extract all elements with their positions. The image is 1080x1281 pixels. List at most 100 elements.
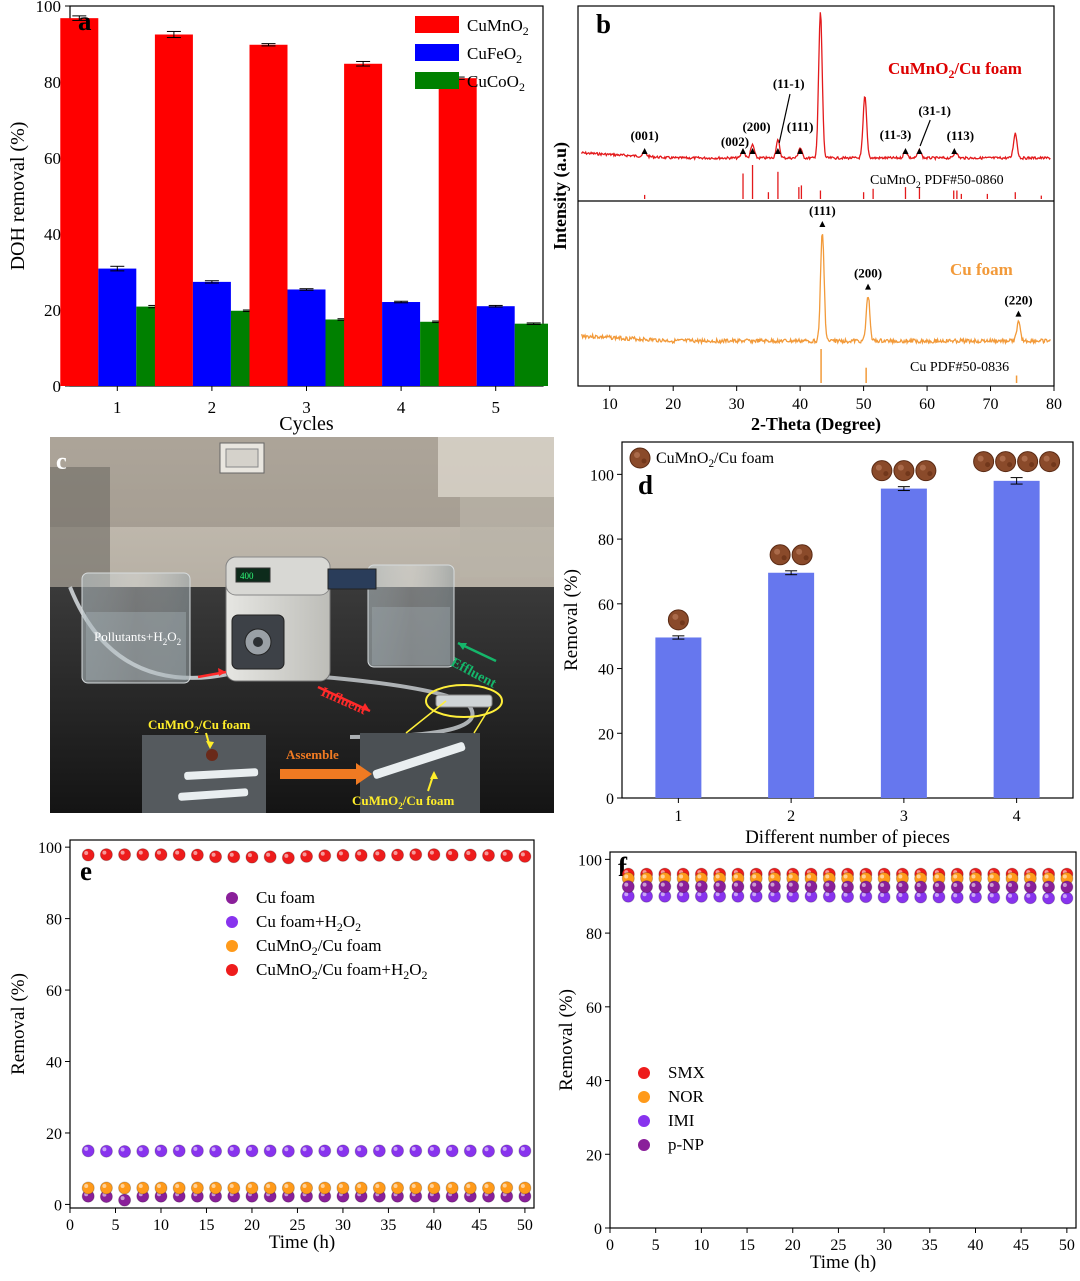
legend-marker-e [226, 964, 238, 976]
point-e-cumno [227, 1181, 241, 1195]
plot-frame-e [69, 839, 535, 1209]
xtick-label-d: 3 [900, 808, 908, 825]
point-e-cumno [500, 1181, 514, 1195]
ytick-label-d: 40 [598, 662, 614, 679]
point-highlight [411, 1146, 416, 1151]
foam-piece-icon [1039, 451, 1061, 473]
point-e-cumno [336, 1181, 350, 1195]
point-e-cu-foam-h [427, 1144, 441, 1158]
bar-pieces-1 [655, 637, 702, 798]
point-highlight [338, 851, 343, 856]
point-highlight [679, 882, 684, 887]
foam-texture [1043, 455, 1050, 462]
point-f-p-np [694, 880, 708, 894]
ytick-label-f: 0 [594, 1221, 602, 1238]
point-highlight [247, 1183, 252, 1188]
point-e-cu-foam-h [409, 1144, 423, 1158]
point-highlight [624, 892, 629, 897]
point-highlight [843, 883, 848, 888]
point-e-cu-foam-h [209, 1144, 223, 1158]
pollutants-label: Pollutants+H2O2 [94, 629, 181, 647]
point-e-cumno [263, 1181, 277, 1195]
foam-texture [1021, 455, 1028, 462]
xlabel-e: Time (h) [269, 1232, 335, 1253]
point-highlight [770, 874, 775, 879]
legend-marker-e [226, 892, 238, 904]
peak-label-b: (111) [809, 203, 836, 218]
beaker-right [367, 564, 455, 668]
xrd-curve-cumno2 [581, 12, 1051, 162]
bar-cumno-2 [154, 34, 193, 386]
point-e-cumno [518, 849, 532, 863]
legend-label-f: SMX [668, 1063, 705, 1082]
point-highlight [357, 851, 362, 856]
point-highlight [102, 850, 107, 855]
point-highlight [825, 892, 830, 897]
chart-e: 0 20 40 60 80 100 0 5 10 15 20 25 30 35 40 45 50 Time (h)… [8, 839, 535, 1253]
point-highlight [660, 874, 665, 879]
point-highlight [1044, 874, 1049, 879]
point-e-cumno [227, 850, 241, 864]
point-f-p-np [1060, 880, 1074, 894]
point-highlight [825, 882, 830, 887]
point-highlight [375, 851, 380, 856]
legend-label-e: CuMnO2/Cu foam [256, 936, 381, 958]
point-highlight [302, 1183, 307, 1188]
foam-piece-icon [629, 447, 651, 469]
xtick-label-a: 5 [491, 398, 500, 417]
xtick-label-f: 5 [652, 1237, 660, 1254]
point-highlight [642, 882, 647, 887]
peak-marker-b [797, 148, 804, 154]
ytick-label-e: 0 [54, 1197, 62, 1214]
panel-label-e: e [80, 856, 92, 886]
point-highlight [752, 892, 757, 897]
foam-piece-icon [995, 451, 1017, 473]
point-highlight [770, 892, 775, 897]
point-highlight [175, 1183, 180, 1188]
xtick-label-e: 40 [426, 1217, 442, 1234]
point-highlight [916, 874, 921, 879]
point-highlight [448, 851, 453, 856]
legend-label-f: NOR [668, 1087, 705, 1106]
point-highlight [733, 874, 738, 879]
point-highlight [284, 1147, 289, 1152]
cumno-label-right: CuMnO2/Cu foam [352, 793, 455, 811]
point-highlight [84, 851, 89, 856]
point-e-cu-foam-h [318, 1144, 332, 1158]
point-highlight [247, 853, 252, 858]
point-highlight [520, 1146, 525, 1151]
point-highlight [502, 851, 507, 856]
point-highlight [211, 1183, 216, 1188]
point-highlight [697, 892, 702, 897]
foam-texture [796, 548, 803, 555]
point-highlight [971, 874, 976, 879]
point-e-cumno [500, 849, 514, 863]
xtick-label-e: 20 [244, 1217, 260, 1234]
point-e-cumno [445, 1181, 459, 1195]
point-highlight [211, 852, 216, 857]
legend-label-d: CuMnO2/Cu foam [656, 450, 775, 470]
panel-label-d: d [638, 470, 653, 500]
point-f-p-np [987, 880, 1001, 894]
point-f-p-np [731, 880, 745, 894]
chart-b: 10 20 30 40 50 60 70 80 2-Theta (Degree) Intensit… [550, 5, 1062, 435]
point-e-cumno [281, 851, 295, 865]
point-highlight [320, 1183, 325, 1188]
point-highlight [715, 874, 720, 879]
point-highlight [229, 1183, 234, 1188]
point-highlight [156, 850, 161, 855]
point-highlight [193, 1146, 198, 1151]
point-highlight [502, 1146, 507, 1151]
point-highlight [1062, 874, 1067, 879]
chart-f: 0 20 40 60 80 100 0 5 10 15 20 25 30 35 40 45 50 Time (h)… [556, 851, 1077, 1273]
panel-label-f: f [618, 852, 628, 882]
xtick-label-b: 20 [665, 396, 681, 413]
peak-label-b: (200) [854, 266, 882, 281]
point-highlight [229, 1146, 234, 1151]
xtick-label-a: 4 [397, 398, 406, 417]
point-e-cumno [99, 1181, 113, 1195]
ytick-label-a: 100 [36, 0, 62, 16]
foam-texture [1029, 462, 1035, 468]
foam-texture [927, 471, 933, 477]
peak-marker-b [902, 148, 909, 154]
